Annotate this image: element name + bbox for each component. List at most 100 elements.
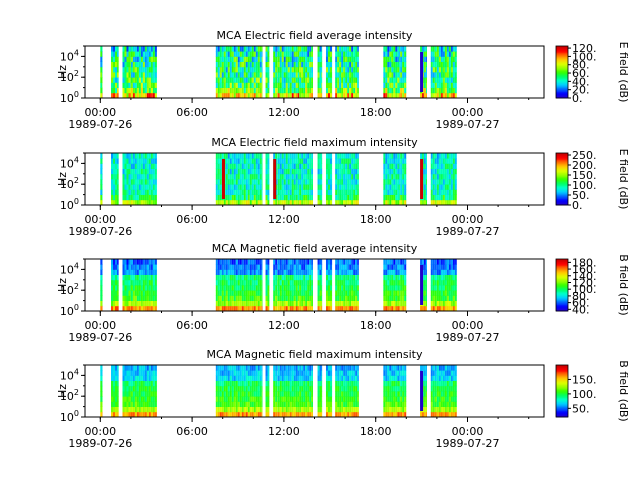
heatmap-cell: [436, 290, 439, 296]
heatmap-cell: [339, 259, 342, 265]
heatmap-cell: [233, 300, 236, 307]
heatmap-cell: [287, 77, 290, 83]
heatmap-cell: [223, 92, 226, 99]
heatmap-cell: [126, 163, 129, 169]
heatmap-cell: [345, 199, 348, 206]
heatmap-cell: [134, 153, 137, 159]
heatmap-cell: [235, 370, 238, 376]
heatmap-cell: [100, 168, 103, 175]
heatmap-cell: [154, 158, 157, 164]
heatmap-cell: [337, 153, 340, 159]
heatmap-cell: [400, 290, 403, 296]
heatmap-cell: [452, 82, 455, 88]
heatmap-cell: [237, 401, 240, 407]
heatmap-cell: [219, 279, 222, 286]
heatmap-cell: [227, 406, 230, 413]
heatmap-cell: [142, 385, 145, 392]
heatmap-cell: [243, 396, 246, 402]
heatmap-cell: [317, 285, 320, 291]
heatmap-cell: [430, 173, 433, 180]
heatmap-cell: [287, 66, 290, 73]
heatmap-cell: [267, 285, 270, 291]
heatmap-cell: [303, 194, 306, 201]
heatmap-cell: [347, 179, 350, 185]
heatmap-cell: [117, 259, 119, 265]
heatmap-cell: [255, 66, 258, 73]
heatmap-cell: [285, 269, 288, 275]
heatmap-cell: [273, 72, 276, 78]
heatmap-cell: [154, 380, 157, 387]
colorbar-tick-label: 140.: [572, 270, 597, 283]
heatmap-cell: [233, 269, 236, 275]
colorbar-swatch: [556, 160, 568, 163]
x-tick-label: 06:00: [176, 213, 208, 226]
heatmap-cell: [142, 406, 145, 413]
heatmap-cell: [215, 259, 218, 265]
heatmap-cell: [247, 375, 250, 381]
heatmap-cell: [259, 61, 262, 68]
heatmap-cell: [436, 295, 439, 301]
heatmap-cell: [395, 290, 398, 296]
heatmap-cell: [247, 401, 250, 407]
heatmap-cell: [293, 365, 296, 371]
heatmap-cell: [150, 295, 153, 301]
heatmap-cell: [383, 61, 386, 68]
heatmap-cell: [148, 375, 151, 381]
heatmap-cell: [383, 274, 386, 281]
heatmap-cell: [349, 300, 352, 307]
heatmap-cell: [144, 194, 147, 201]
heatmap-cell: [237, 285, 240, 291]
heatmap-cell: [152, 184, 155, 190]
heatmap-cell: [343, 92, 346, 99]
heatmap-cell: [223, 51, 226, 57]
colorbar-swatch: [556, 166, 568, 168]
heatmap-cell: [305, 370, 308, 376]
colorbar-label: B field (dB): [617, 254, 630, 315]
heatmap-cell: [341, 168, 344, 175]
heatmap-cell: [383, 406, 386, 413]
heatmap-cell: [152, 61, 155, 68]
heatmap-cell: [257, 87, 260, 94]
heatmap-cell: [138, 274, 141, 281]
data-segment: [215, 365, 263, 418]
heatmap-cell: [325, 163, 328, 169]
heatmap-cell: [297, 158, 300, 164]
heatmap-cell: [247, 300, 250, 307]
heatmap-cell: [128, 279, 131, 286]
heatmap-cell: [281, 46, 284, 52]
heatmap-cell: [275, 264, 278, 270]
heatmap-cell: [422, 153, 424, 159]
heatmap-cell: [393, 61, 396, 68]
heatmap-cell: [281, 87, 284, 94]
heatmap-cell: [325, 259, 328, 265]
heatmap-spot: [420, 159, 424, 199]
heatmap-cell: [138, 66, 141, 73]
heatmap-cell: [309, 370, 312, 376]
heatmap-cell: [227, 92, 230, 99]
heatmap-cell: [423, 264, 426, 270]
heatmap-cell: [227, 77, 230, 83]
colorbar-swatch: [556, 159, 568, 162]
heatmap-cell: [113, 391, 116, 397]
heatmap-cell: [293, 396, 296, 402]
heatmap-cell: [154, 66, 157, 73]
heatmap-cell: [122, 153, 125, 159]
heatmap-cell: [275, 87, 278, 94]
heatmap-cell: [303, 391, 306, 397]
heatmap-cell: [267, 77, 270, 83]
heatmap-cell: [124, 380, 127, 387]
heatmap-cell: [289, 179, 292, 185]
colorbar-swatch: [556, 177, 568, 180]
heatmap-cell: [387, 153, 390, 159]
heatmap-cell: [440, 259, 443, 265]
heatmap-cell: [134, 77, 137, 83]
heatmap-cell: [391, 82, 394, 88]
heatmap-cell: [317, 269, 320, 275]
heatmap-cell: [281, 72, 284, 78]
heatmap-cell: [237, 300, 240, 307]
heatmap-cell: [337, 269, 340, 275]
heatmap-cell: [450, 269, 453, 275]
heatmap-cell: [423, 87, 426, 94]
heatmap-cell: [267, 173, 270, 180]
heatmap-cell: [124, 269, 127, 275]
